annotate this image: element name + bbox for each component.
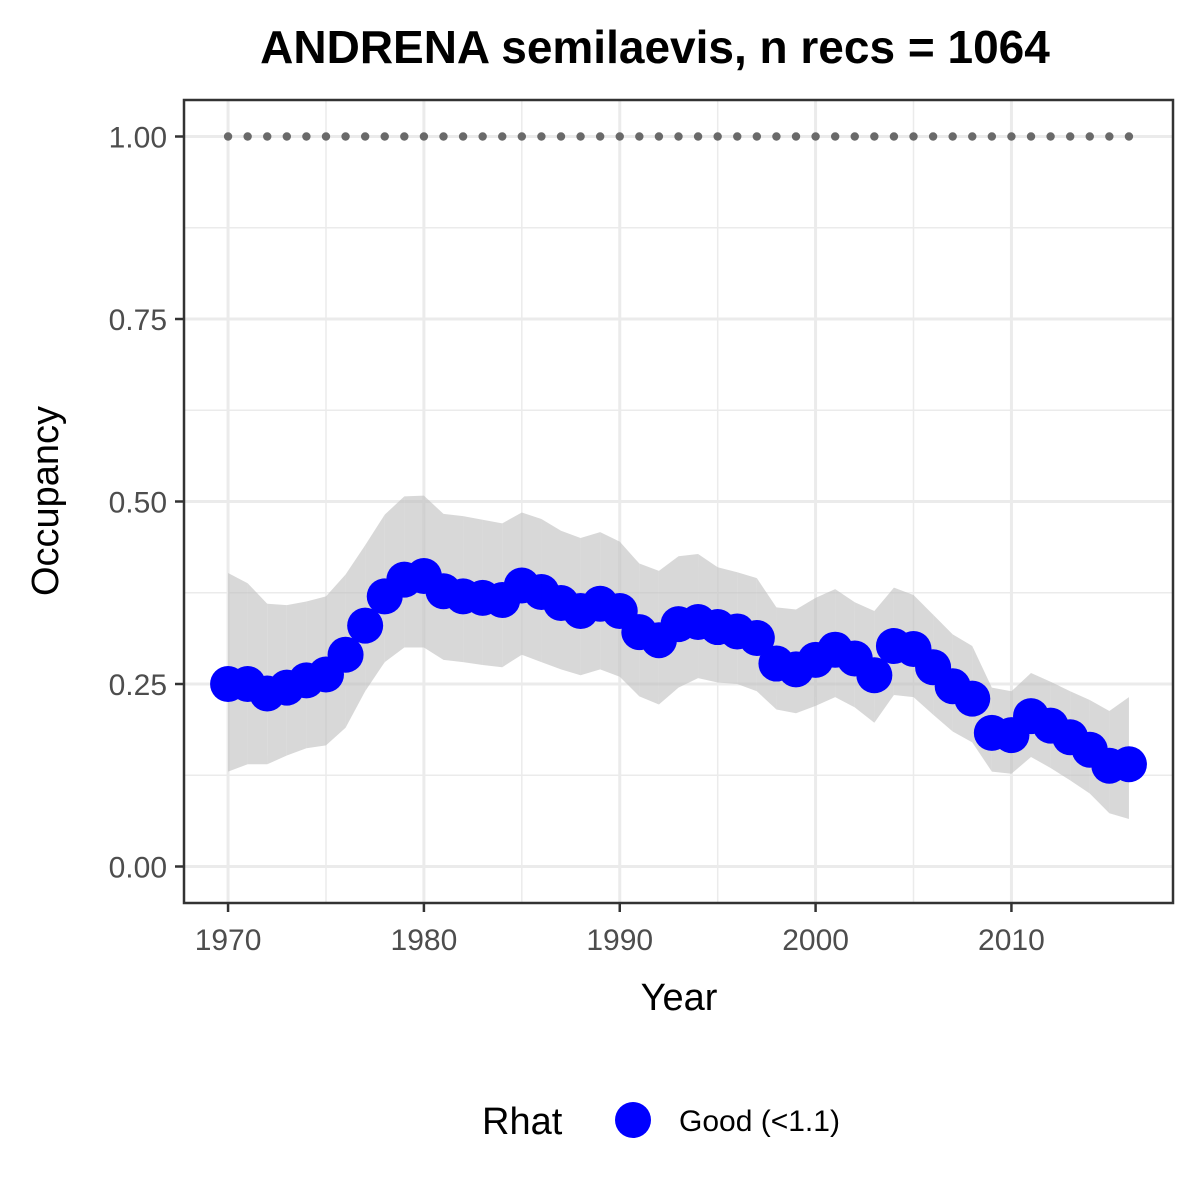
- y-tick-label: 0.25: [109, 669, 167, 702]
- reference-point: [595, 132, 605, 141]
- reference-point: [1007, 132, 1016, 141]
- y-tick-label: 0.75: [109, 304, 167, 337]
- reference-point: [968, 132, 977, 141]
- reference-point: [498, 132, 507, 141]
- y-axis-title: Occupancy: [25, 406, 67, 596]
- reference-point: [615, 132, 624, 141]
- reference-point: [811, 132, 820, 141]
- credible-interval-ribbons: [228, 495, 1129, 820]
- chart-title: ANDRENA semilaevis, n recs = 1064: [260, 21, 1050, 73]
- reference-point: [693, 132, 703, 141]
- reference-point: [263, 132, 272, 141]
- reference-point: [909, 132, 918, 141]
- reference-point: [321, 132, 331, 141]
- reference-point: [243, 132, 252, 141]
- axis-ticks: 1970 1980 1990 2000 2010 0.00 0.25 0.50 0.75 1.00: [109, 122, 1045, 958]
- reference-point: [850, 132, 859, 141]
- reference-point: [928, 132, 938, 141]
- x-tick-label: 2000: [782, 924, 849, 957]
- reference-point: [478, 132, 487, 141]
- reference-point: [302, 132, 311, 141]
- reference-point: [791, 132, 801, 141]
- occupancy-point: [347, 607, 384, 644]
- legend: Rhat Good (<1.1): [482, 1101, 840, 1143]
- x-tick-label: 1970: [195, 924, 262, 957]
- reference-point: [556, 132, 566, 141]
- reference-point: [458, 132, 468, 141]
- reference-point: [576, 132, 585, 141]
- reference-point: [889, 132, 899, 141]
- reference-point: [341, 132, 350, 141]
- occupancy-point: [954, 680, 991, 717]
- legend-title: Rhat: [482, 1101, 563, 1143]
- reference-point: [654, 132, 664, 141]
- reference-point: [713, 132, 722, 141]
- x-axis-title: Year: [641, 977, 718, 1019]
- occupancy-point: [1110, 746, 1147, 783]
- reference-dots: [223, 132, 1134, 141]
- reference-point: [635, 132, 644, 141]
- reference-point: [400, 132, 409, 141]
- reference-point: [870, 132, 879, 141]
- occupancy-point: [856, 657, 893, 694]
- y-tick-label: 0.00: [109, 852, 167, 885]
- reference-point: [380, 132, 389, 141]
- gridlines: [184, 100, 1173, 903]
- reference-point: [752, 132, 762, 141]
- x-tick-label: 1980: [391, 924, 458, 957]
- reference-point: [1124, 132, 1134, 141]
- y-tick-label: 0.50: [109, 487, 167, 520]
- reference-point: [1105, 132, 1114, 141]
- reference-point: [439, 132, 448, 141]
- legend-label-good: Good (<1.1): [679, 1105, 840, 1138]
- reference-point: [1046, 132, 1055, 141]
- reference-point: [987, 132, 997, 141]
- reference-point: [282, 132, 292, 141]
- legend-key-good: [615, 1102, 651, 1138]
- reference-point: [674, 132, 683, 141]
- reference-point: [360, 132, 370, 141]
- reference-point: [948, 132, 957, 141]
- reference-point: [537, 132, 546, 141]
- x-tick-label: 2010: [978, 924, 1045, 957]
- x-tick-label: 1990: [586, 924, 653, 957]
- reference-point: [1085, 132, 1094, 141]
- reference-point: [517, 132, 527, 141]
- reference-point: [419, 132, 429, 141]
- reference-point: [772, 132, 781, 141]
- reference-point: [733, 132, 742, 141]
- occupancy-point: [327, 636, 364, 673]
- reference-point: [830, 132, 840, 141]
- y-tick-label: 1.00: [109, 122, 167, 155]
- reference-point: [1065, 132, 1075, 141]
- reference-point: [1026, 132, 1036, 141]
- reference-point: [223, 132, 233, 141]
- occupancy-point: [738, 620, 775, 657]
- occupancy-points: [210, 557, 1147, 784]
